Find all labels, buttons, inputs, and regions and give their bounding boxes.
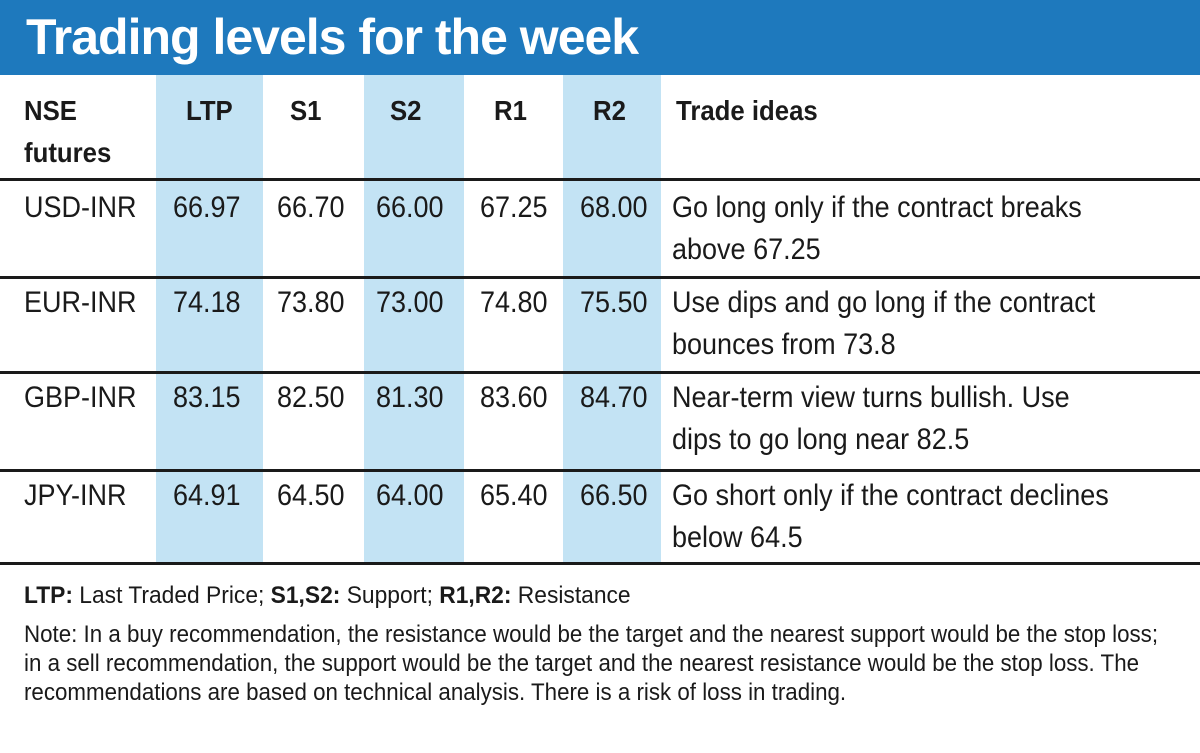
legend-ltp-key: LTP: — [24, 582, 73, 609]
divider — [0, 276, 1200, 279]
title-bar: Trading levels for the week — [0, 0, 1200, 75]
legend: LTP: Last Traded Price; S1,S2: Support; … — [24, 580, 1126, 612]
s2-cell: 66.00 — [376, 191, 444, 224]
r2-column-highlight — [563, 75, 661, 562]
s2-cell: 81.30 — [376, 381, 444, 414]
page-title: Trading levels for the week — [26, 9, 639, 65]
pair-cell: JPY-INR — [24, 479, 127, 512]
r2-cell: 84.70 — [580, 381, 648, 414]
header-r2: R2 — [593, 95, 626, 126]
pair-cell: USD-INR — [24, 191, 137, 224]
legend-s-key: S1,S2: — [270, 582, 341, 609]
ltp-cell: 74.18 — [173, 286, 241, 319]
trade-idea-cell: Near-term view turns bullish. Use dips t… — [672, 381, 1070, 456]
r1-cell: 83.60 — [480, 381, 548, 414]
r2-cell: 68.00 — [580, 191, 648, 224]
legend-r-text: Resistance — [511, 582, 631, 609]
pair-cell: EUR-INR — [24, 286, 137, 319]
divider — [0, 178, 1200, 181]
s2-column-highlight — [364, 75, 464, 562]
header-s1: S1 — [290, 95, 322, 126]
r2-cell: 75.50 — [580, 286, 648, 319]
header-r1: R1 — [494, 95, 527, 126]
trade-idea-cell: Use dips and go long if the contract bou… — [672, 286, 1096, 361]
trade-idea-cell: Go short only if the contract declines b… — [672, 479, 1109, 554]
r1-cell: 65.40 — [480, 479, 548, 512]
header-nse-label: NSE — [24, 95, 77, 126]
header-futures-label: futures — [24, 137, 112, 168]
legend-s-text: Support; — [340, 582, 440, 609]
pair-cell: GBP-INR — [24, 381, 137, 414]
s2-cell: 73.00 — [376, 286, 444, 319]
s1-cell: 82.50 — [277, 381, 345, 414]
s1-cell: 66.70 — [277, 191, 345, 224]
disclaimer-note: Note: In a buy recommendation, the resis… — [24, 621, 1159, 706]
ltp-cell: 66.97 — [173, 191, 241, 224]
ltp-cell: 64.91 — [173, 479, 241, 512]
header-s2: S2 — [390, 95, 422, 126]
header-ltp: LTP — [186, 95, 233, 126]
s1-cell: 64.50 — [277, 479, 345, 512]
trade-idea-cell: Go long only if the contract breaks abov… — [672, 191, 1082, 266]
ltp-column-highlight — [156, 75, 263, 562]
header-trade-ideas: Trade ideas — [676, 95, 818, 126]
legend-ltp-text: Last Traded Price; — [72, 582, 271, 609]
divider — [0, 469, 1200, 472]
ltp-cell: 83.15 — [173, 381, 241, 414]
divider — [0, 371, 1200, 374]
s2-cell: 64.00 — [376, 479, 444, 512]
divider — [0, 562, 1200, 565]
r1-cell: 67.25 — [480, 191, 548, 224]
header-nse-futures: NSE futures — [24, 90, 111, 174]
legend-r-key: R1,R2: — [439, 582, 512, 609]
r2-cell: 66.50 — [580, 479, 648, 512]
r1-cell: 74.80 — [480, 286, 548, 319]
s1-cell: 73.80 — [277, 286, 345, 319]
